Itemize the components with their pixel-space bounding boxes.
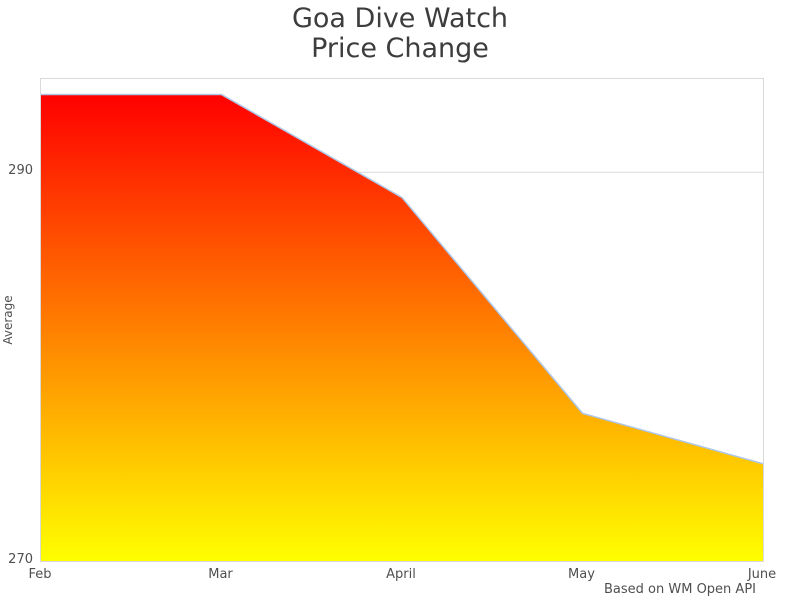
x-tick-label: June [747, 567, 777, 582]
source-caption: Based on WM Open API [604, 582, 756, 597]
y-tick-label: 290 [8, 163, 33, 179]
area-fill [41, 94, 763, 561]
x-tick-label: May [568, 567, 595, 582]
chart-title: Goa Dive Watch Price Change [291, 3, 509, 64]
area-chart-svg [41, 93, 763, 561]
x-tick-label: Mar [208, 567, 233, 582]
plot-area [40, 78, 764, 562]
x-tick-label: April [386, 567, 416, 582]
y-tick-label: 270 [8, 552, 33, 567]
price-line [41, 93, 763, 465]
y-axis-label: Average [1, 295, 15, 345]
x-tick-label: Feb [28, 567, 52, 582]
